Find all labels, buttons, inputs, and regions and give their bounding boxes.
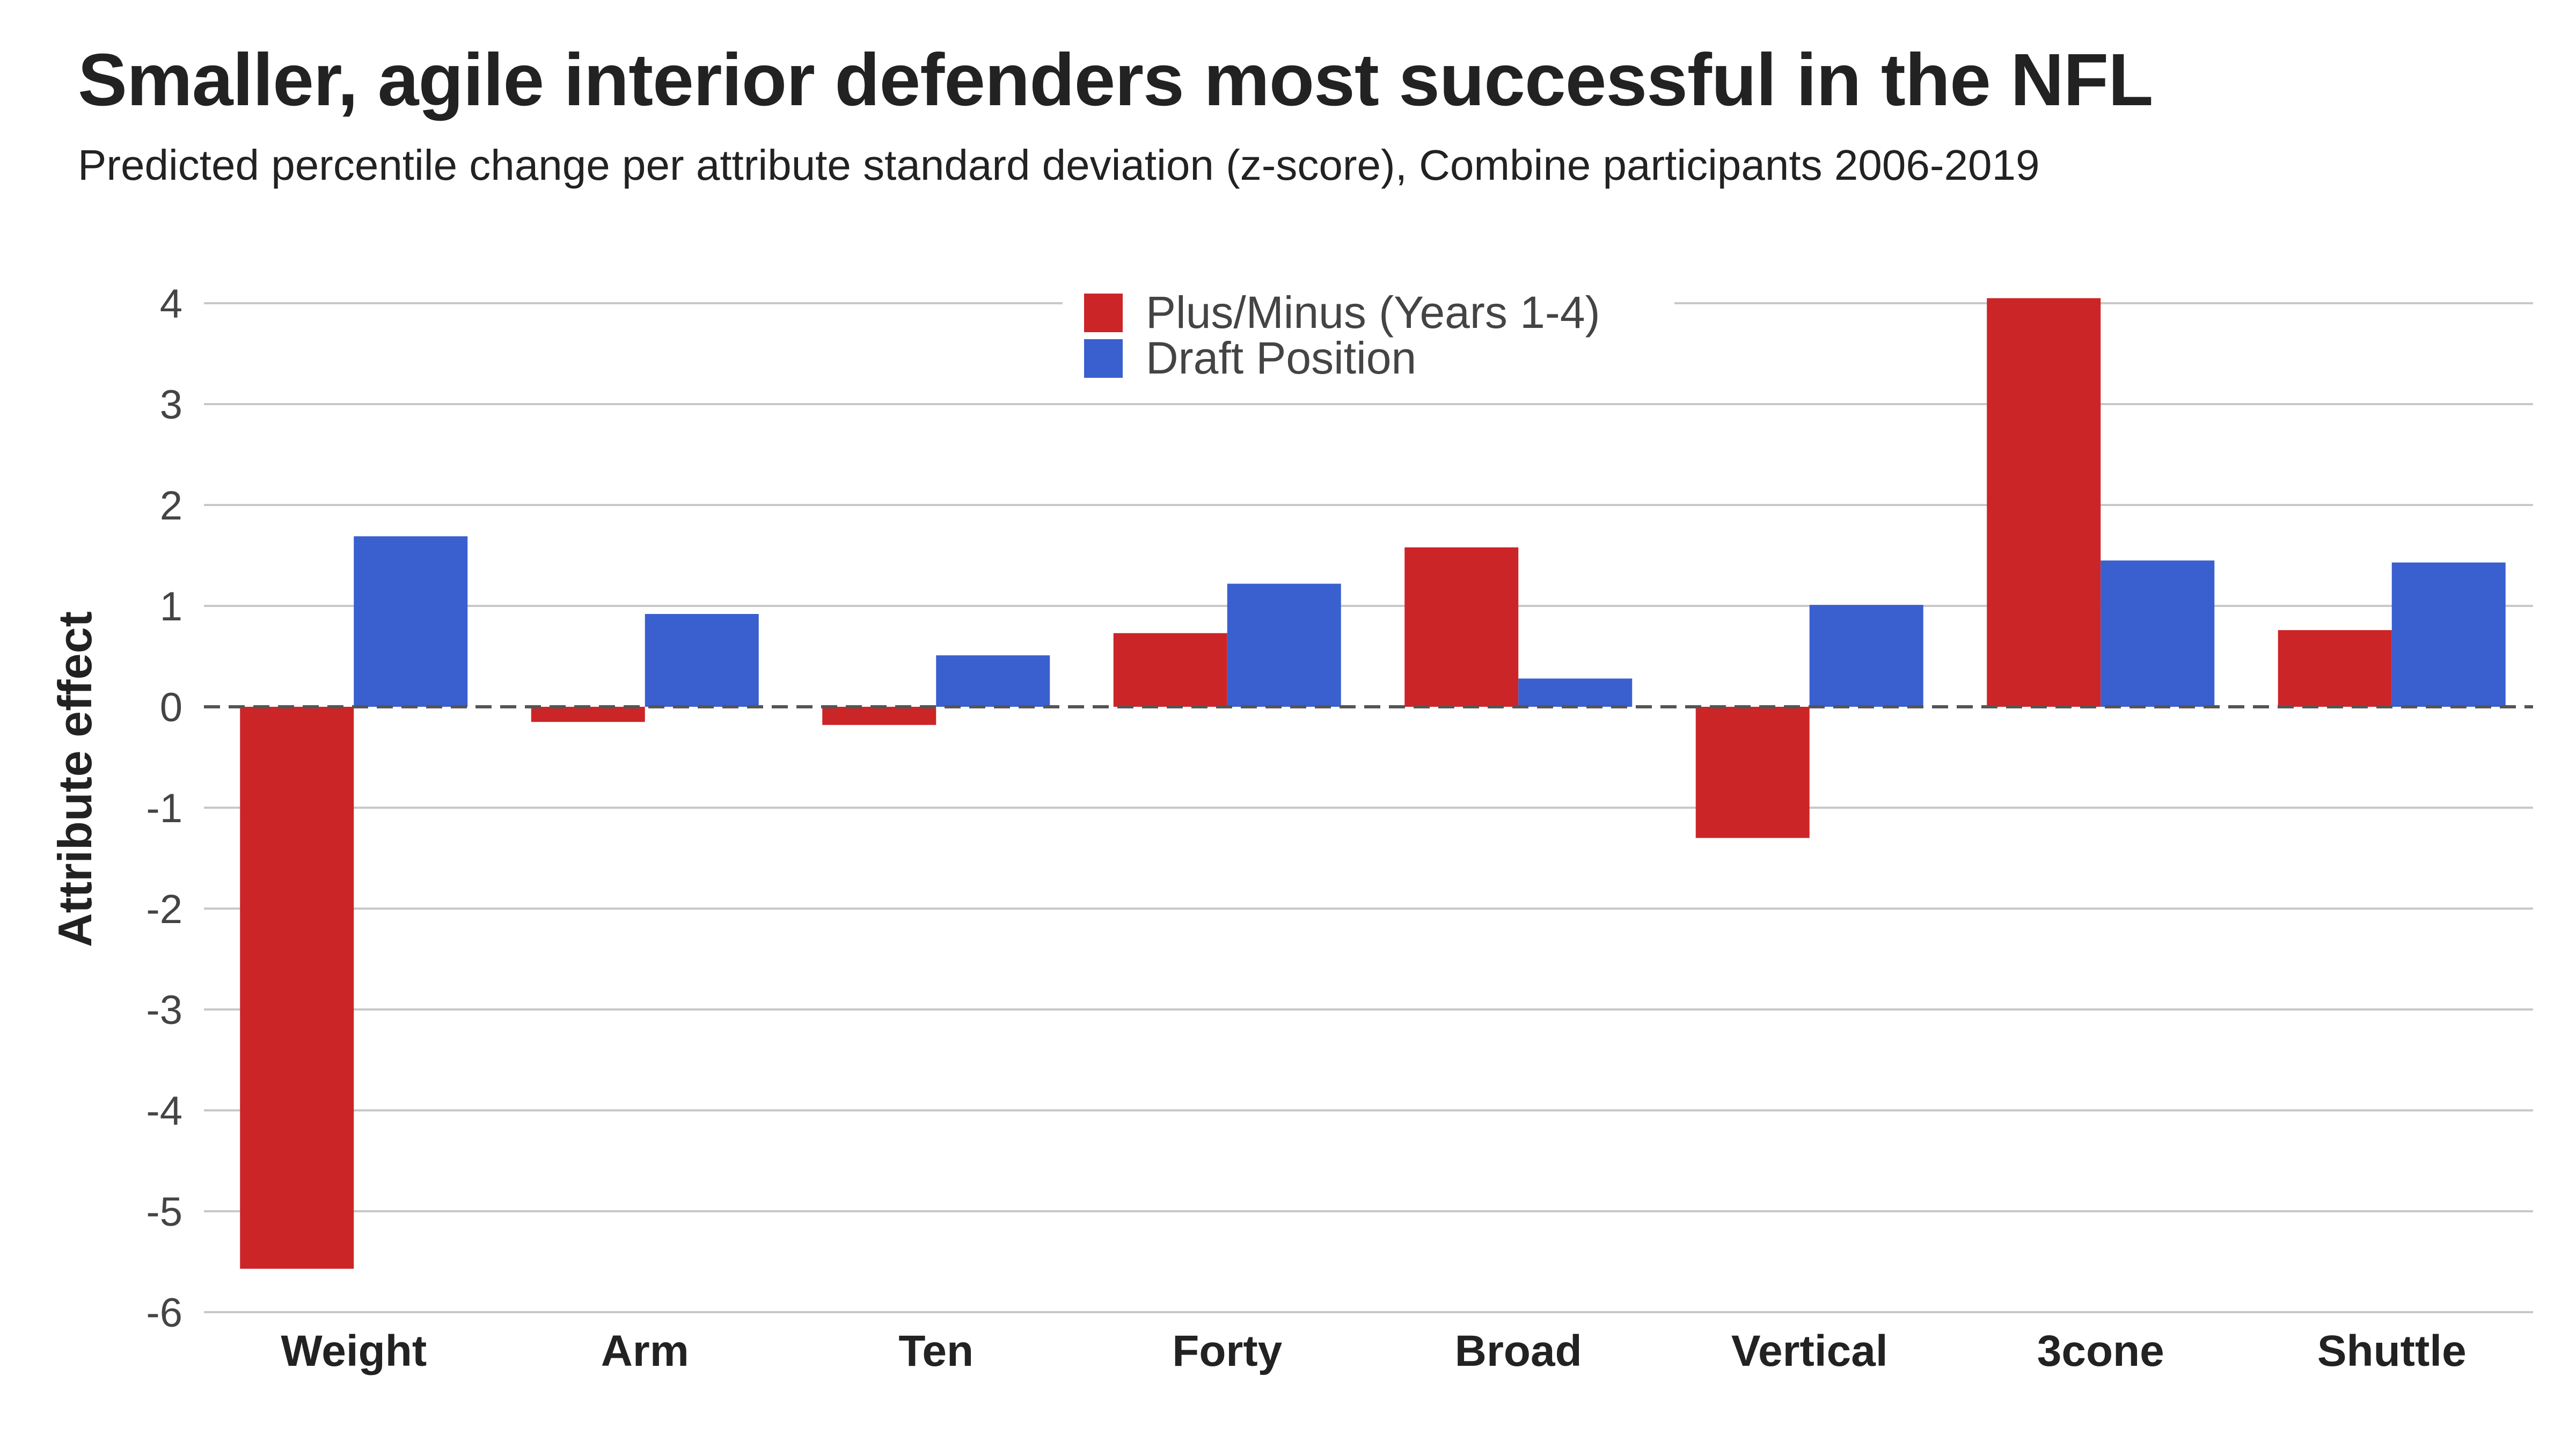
y-tick-label: -3	[146, 987, 182, 1033]
bar-plus-minus-shuttle	[2278, 630, 2392, 707]
bar-plus-minus-ten	[822, 707, 936, 725]
bar-draft-position-weight	[354, 536, 468, 707]
y-tick-label: -2	[146, 887, 182, 932]
y-tick-label: 3	[160, 382, 182, 428]
bar-draft-position-arm	[645, 614, 759, 707]
x-axis-categories: Weight Arm Ten Forty Broad Vertical 3cone Shutt…	[281, 1327, 2466, 1375]
bar-draft-position-broad	[1518, 678, 1633, 707]
bar-plus-minus-weight	[240, 707, 354, 1269]
bar-plus-minus-vertical	[1695, 707, 1810, 838]
bar-draft-position-vertical	[1809, 605, 1923, 707]
y-tick-label: 2	[160, 483, 182, 529]
x-category-label: Broad	[1455, 1327, 1582, 1375]
y-tick-label: -4	[146, 1088, 182, 1134]
legend-swatch	[1084, 294, 1123, 332]
y-axis-ticks: 4 3 2 1 0 -1 -2 -3 -4 -5 -6	[146, 281, 182, 1336]
x-category-label: Forty	[1172, 1327, 1282, 1375]
gridlines	[204, 302, 2533, 1313]
legend-swatch	[1084, 339, 1123, 378]
x-category-label: Arm	[601, 1327, 689, 1375]
bar-plus-minus-arm	[531, 707, 645, 722]
y-axis-label: Attribute effect	[48, 611, 101, 947]
x-category-label: Ten	[898, 1327, 974, 1375]
bar-draft-position-forty	[1227, 583, 1341, 707]
bar-plus-minus-3cone	[1987, 298, 2101, 707]
bars	[240, 298, 2506, 1269]
legend-background	[1063, 274, 1674, 376]
bar-draft-position-3cone	[2101, 560, 2215, 707]
y-tick-label: 0	[160, 685, 182, 730]
chart-subtitle: Predicted percentile change per attribut…	[78, 141, 2040, 189]
x-category-label: Shuttle	[2317, 1327, 2467, 1375]
x-category-label: Vertical	[1731, 1327, 1888, 1375]
legend: Plus/Minus (Years 1-4)Draft Position	[1063, 274, 1674, 383]
legend-label: Plus/Minus (Years 1-4)	[1146, 287, 1600, 338]
x-category-label: Weight	[281, 1327, 427, 1375]
y-tick-label: -6	[146, 1290, 182, 1336]
legend-label: Draft Position	[1146, 333, 1416, 383]
chart-title: Smaller, agile interior defenders most s…	[78, 39, 2153, 121]
bar-plus-minus-forty	[1113, 633, 1227, 707]
y-tick-label: -5	[146, 1189, 182, 1235]
y-tick-label: -1	[146, 786, 182, 831]
bar-draft-position-ten	[936, 655, 1050, 707]
y-tick-label: 4	[160, 281, 182, 327]
bar-plus-minus-broad	[1404, 547, 1519, 707]
x-category-label: 3cone	[2037, 1327, 2164, 1375]
y-tick-label: 1	[160, 584, 182, 630]
bar-draft-position-shuttle	[2391, 562, 2506, 707]
